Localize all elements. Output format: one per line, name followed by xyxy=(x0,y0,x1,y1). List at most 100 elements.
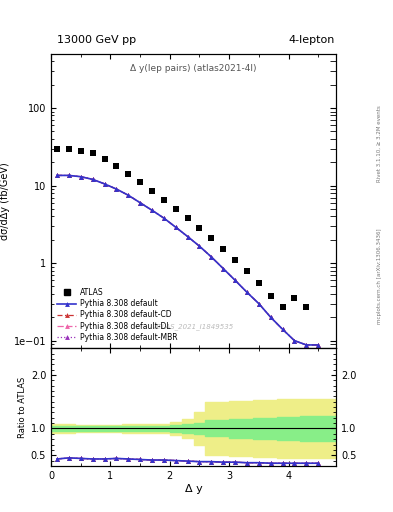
Pythia 8.308 default xyxy=(66,173,71,179)
Pythia 8.308 default-DL xyxy=(162,215,166,221)
ATLAS xyxy=(268,292,273,298)
ATLAS xyxy=(114,163,119,169)
ATLAS xyxy=(221,246,226,252)
Pythia 8.308 default-CD xyxy=(233,277,237,283)
Pythia 8.308 default-MBR xyxy=(90,176,95,182)
Pythia 8.308 default-MBR xyxy=(150,207,154,214)
X-axis label: Δ y: Δ y xyxy=(185,483,202,494)
Pythia 8.308 default xyxy=(304,342,309,348)
Pythia 8.308 default-DL xyxy=(185,233,190,240)
Pythia 8.308 default-DL xyxy=(114,186,119,192)
Line: Pythia 8.308 default-DL: Pythia 8.308 default-DL xyxy=(55,173,321,347)
Pythia 8.308 default-DL xyxy=(79,174,83,180)
Pythia 8.308 default-MBR xyxy=(114,186,119,192)
Pythia 8.308 default-CD xyxy=(55,173,59,179)
ATLAS xyxy=(209,235,214,241)
ATLAS xyxy=(292,295,297,302)
Pythia 8.308 default-MBR xyxy=(304,342,309,348)
Pythia 8.308 default-MBR xyxy=(79,174,83,180)
Pythia 8.308 default-DL xyxy=(304,342,309,348)
ATLAS xyxy=(55,145,59,152)
Pythia 8.308 default xyxy=(257,301,261,307)
Pythia 8.308 default-MBR xyxy=(221,266,226,272)
Pythia 8.308 default-MBR xyxy=(162,215,166,221)
Pythia 8.308 default-DL xyxy=(90,176,95,182)
Pythia 8.308 default-CD xyxy=(268,314,273,321)
ATLAS xyxy=(150,188,154,194)
Pythia 8.308 default-DL xyxy=(233,277,237,283)
ATLAS xyxy=(102,156,107,162)
Pythia 8.308 default-DL xyxy=(150,207,154,214)
Pythia 8.308 default-CD xyxy=(221,266,226,272)
Pythia 8.308 default-MBR xyxy=(197,243,202,249)
Pythia 8.308 default-MBR xyxy=(126,192,130,198)
Pythia 8.308 default-CD xyxy=(66,173,71,179)
Pythia 8.308 default xyxy=(209,254,214,260)
Pythia 8.308 default xyxy=(90,176,95,182)
Pythia 8.308 default xyxy=(79,174,83,180)
Legend: ATLAS, Pythia 8.308 default, Pythia 8.308 default-CD, Pythia 8.308 default-DL, P: ATLAS, Pythia 8.308 default, Pythia 8.30… xyxy=(55,286,180,345)
Pythia 8.308 default xyxy=(316,342,321,348)
Pythia 8.308 default xyxy=(114,186,119,192)
Pythia 8.308 default xyxy=(244,289,249,295)
Pythia 8.308 default-MBR xyxy=(55,173,59,179)
ATLAS xyxy=(185,215,190,221)
Pythia 8.308 default-MBR xyxy=(280,326,285,332)
Pythia 8.308 default-MBR xyxy=(292,337,297,344)
Pythia 8.308 default-MBR xyxy=(233,277,237,283)
ATLAS xyxy=(162,197,166,203)
Pythia 8.308 default xyxy=(185,233,190,240)
Pythia 8.308 default xyxy=(126,192,130,198)
Y-axis label: dσ/dΔy (fb/GeV): dσ/dΔy (fb/GeV) xyxy=(0,162,9,240)
Pythia 8.308 default-MBR xyxy=(316,342,321,348)
ATLAS xyxy=(244,268,249,274)
Text: Δ y(lep pairs) (atlas2021-4l): Δ y(lep pairs) (atlas2021-4l) xyxy=(130,64,257,73)
Pythia 8.308 default xyxy=(280,326,285,332)
Pythia 8.308 default-DL xyxy=(221,266,226,272)
ATLAS xyxy=(173,206,178,212)
Pythia 8.308 default-CD xyxy=(257,301,261,307)
Text: 13000 GeV pp: 13000 GeV pp xyxy=(57,35,136,45)
Pythia 8.308 default-DL xyxy=(292,337,297,344)
Pythia 8.308 default-CD xyxy=(304,342,309,348)
Pythia 8.308 default xyxy=(102,181,107,187)
Pythia 8.308 default-CD xyxy=(126,192,130,198)
Pythia 8.308 default-CD xyxy=(280,326,285,332)
Pythia 8.308 default-MBR xyxy=(244,289,249,295)
Pythia 8.308 default xyxy=(233,277,237,283)
Pythia 8.308 default-CD xyxy=(162,215,166,221)
Line: Pythia 8.308 default: Pythia 8.308 default xyxy=(55,173,321,347)
Pythia 8.308 default xyxy=(268,314,273,321)
ATLAS xyxy=(90,150,95,156)
Pythia 8.308 default xyxy=(197,243,202,249)
ATLAS xyxy=(66,145,71,152)
Pythia 8.308 default-CD xyxy=(79,174,83,180)
ATLAS xyxy=(233,257,237,263)
Pythia 8.308 default-CD xyxy=(292,337,297,344)
Pythia 8.308 default-DL xyxy=(244,289,249,295)
Pythia 8.308 default-DL xyxy=(209,254,214,260)
Line: ATLAS: ATLAS xyxy=(54,145,309,310)
Pythia 8.308 default-DL xyxy=(197,243,202,249)
Pythia 8.308 default xyxy=(173,224,178,230)
ATLAS xyxy=(197,225,202,231)
Pythia 8.308 default-DL xyxy=(66,173,71,179)
ATLAS xyxy=(257,280,261,286)
ATLAS xyxy=(79,148,83,154)
Pythia 8.308 default-DL xyxy=(126,192,130,198)
ATLAS xyxy=(126,171,130,177)
Pythia 8.308 default-CD xyxy=(150,207,154,214)
Line: Pythia 8.308 default-CD: Pythia 8.308 default-CD xyxy=(55,173,321,347)
Pythia 8.308 default xyxy=(162,215,166,221)
Pythia 8.308 default-CD xyxy=(173,224,178,230)
Pythia 8.308 default-CD xyxy=(102,181,107,187)
Pythia 8.308 default-DL xyxy=(268,314,273,321)
Pythia 8.308 default-CD xyxy=(209,254,214,260)
Pythia 8.308 default-MBR xyxy=(257,301,261,307)
Pythia 8.308 default xyxy=(221,266,226,272)
Pythia 8.308 default-DL xyxy=(257,301,261,307)
Pythia 8.308 default-CD xyxy=(316,342,321,348)
Text: Rivet 3.1.10, ≥ 3.2M events: Rivet 3.1.10, ≥ 3.2M events xyxy=(377,105,382,182)
Pythia 8.308 default-DL xyxy=(316,342,321,348)
ATLAS xyxy=(304,304,309,310)
